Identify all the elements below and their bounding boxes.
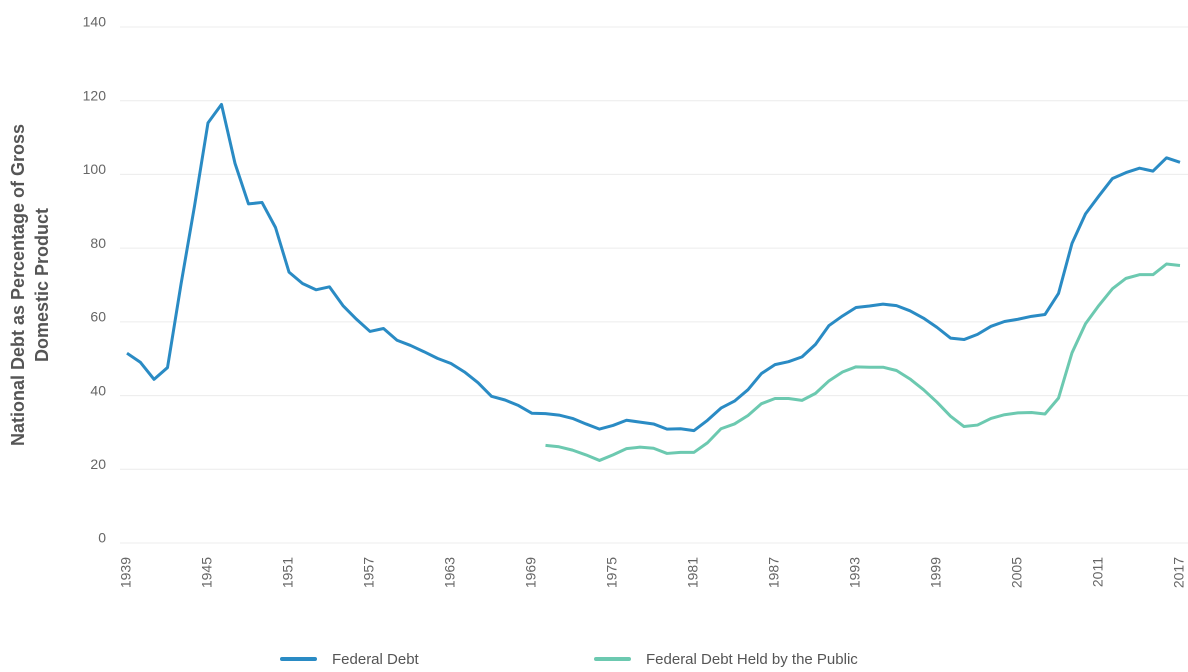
- y-tick-label: 60: [90, 309, 106, 325]
- x-tick-label: 1993: [847, 557, 863, 588]
- x-tick-label: 1969: [523, 557, 539, 588]
- x-tick-label: 1975: [604, 557, 620, 588]
- series-line: [126, 102, 1181, 433]
- x-tick-label: 1987: [766, 557, 782, 588]
- x-tick-label: 2005: [1009, 557, 1025, 588]
- series-line: [545, 262, 1181, 462]
- y-tick-label: 100: [83, 161, 107, 177]
- x-tick-label: 1939: [118, 557, 134, 588]
- y-tick-label: 80: [90, 235, 106, 251]
- legend-label: Federal Debt: [332, 651, 420, 668]
- y-axis-label: National Debt as Percentage of Gross Dom…: [8, 123, 52, 447]
- x-tick-label: 2011: [1090, 557, 1106, 587]
- y-tick-label: 40: [90, 382, 106, 398]
- x-tick-label: 1957: [361, 557, 377, 588]
- x-tick-label: 1981: [685, 557, 701, 588]
- y-tick-label: 140: [83, 14, 107, 30]
- x-tick-label: 1951: [280, 557, 296, 588]
- y-tick-label: 120: [83, 87, 107, 103]
- x-tick-label: 1945: [199, 557, 215, 588]
- y-tick-label: 20: [90, 456, 106, 472]
- x-tick-label: 1999: [928, 557, 944, 588]
- y-tick-label: 0: [98, 530, 106, 546]
- x-tick-label: 1963: [442, 557, 458, 588]
- legend-label: Federal Debt Held by the Public: [646, 651, 858, 668]
- x-tick-label: 2017: [1171, 557, 1187, 588]
